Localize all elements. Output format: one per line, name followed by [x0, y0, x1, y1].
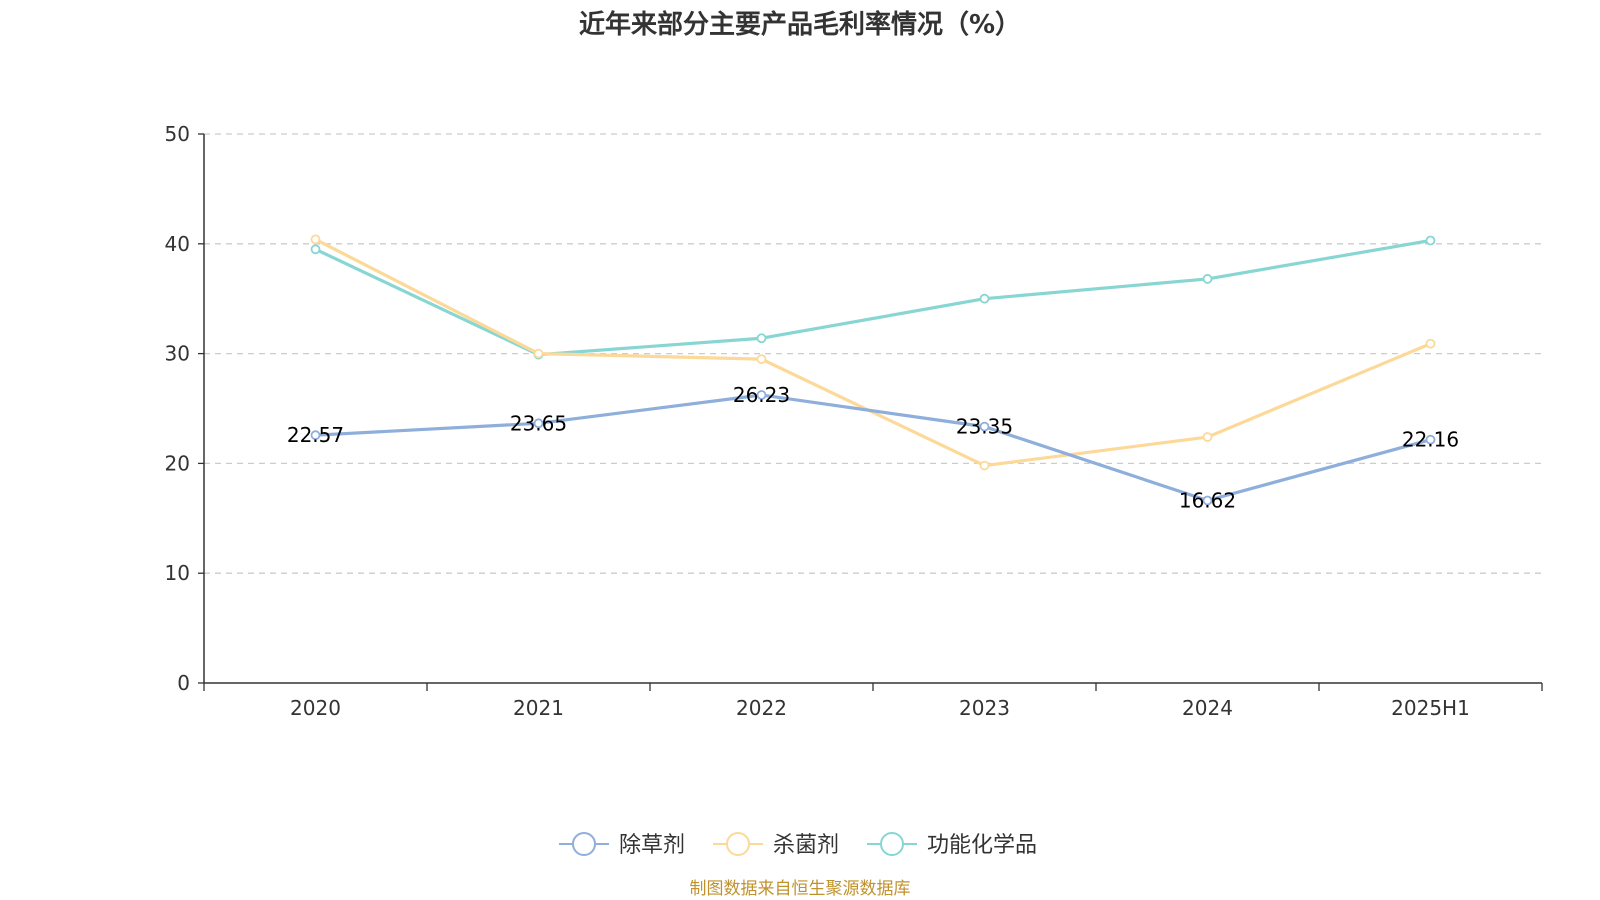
data-point [756, 333, 767, 344]
data-point [1202, 432, 1213, 442]
data-label: 23.65 [510, 411, 567, 435]
data-point [1202, 495, 1213, 506]
legend-marker [726, 832, 750, 856]
y-tick-label: 50 [165, 122, 190, 146]
data-point [310, 430, 321, 441]
y-tick-label: 0 [177, 671, 190, 695]
data-point [756, 354, 767, 364]
data-point [1425, 434, 1436, 445]
data-point [756, 390, 767, 400]
y-tick-label: 40 [165, 232, 190, 256]
data-point [1425, 338, 1436, 349]
data-point [1202, 274, 1213, 284]
data-point [310, 234, 321, 245]
series-line-0 [315, 393, 1431, 503]
data-point [1425, 235, 1436, 246]
x-tick-label: 2024 [1182, 696, 1233, 720]
data-labels: 22.57 23.65 26.23 23.35 16.62 22.16 [287, 383, 1459, 513]
y-tick-label: 30 [165, 342, 190, 366]
legend-item-1[interactable]: 杀菌剂 [713, 832, 839, 858]
data-point [979, 421, 990, 432]
chart-title: 近年来部分主要产品毛利率情况（%） [579, 9, 1021, 40]
legend: 除草剂 杀菌剂 功能化学品 [559, 832, 1037, 858]
x-tick-label: 2022 [736, 696, 787, 720]
data-label: 16.62 [1179, 489, 1236, 513]
data-label: 22.57 [287, 423, 344, 447]
y-tick-label: 20 [165, 451, 190, 475]
data-point [310, 244, 321, 255]
data-point [979, 460, 990, 471]
legend-label: 功能化学品 [927, 833, 1037, 858]
x-tick-label: 2025H1 [1391, 696, 1470, 720]
series-line-1 [314, 237, 1432, 468]
x-tick-label: 2023 [959, 696, 1010, 720]
legend-label: 除草剂 [619, 833, 685, 858]
data-point [533, 418, 544, 429]
data-label: 23.35 [956, 415, 1013, 439]
y-tick-label: 10 [165, 561, 190, 585]
legend-marker [880, 832, 904, 856]
data-point [979, 293, 990, 304]
source-note: 制图数据来自恒生聚源数据库 [690, 879, 911, 899]
legend-item-0[interactable]: 除草剂 [559, 832, 685, 858]
data-label: 26.23 [733, 383, 790, 407]
series-layer [310, 234, 1436, 506]
data-label: 22.16 [1402, 428, 1459, 452]
grid-lines [204, 133, 1542, 574]
data-point [533, 348, 544, 359]
legend-marker [572, 832, 596, 856]
axes: 0 10 20 30 40 50 2020 2021 2022 2023 2024 2025H1 [165, 122, 1543, 720]
legend-label: 杀菌剂 [773, 833, 839, 858]
series-line-2 [314, 238, 1431, 357]
x-tick-label: 2020 [290, 696, 341, 720]
legend-item-2[interactable]: 功能化学品 [867, 832, 1037, 858]
x-tick-label: 2021 [513, 696, 564, 720]
